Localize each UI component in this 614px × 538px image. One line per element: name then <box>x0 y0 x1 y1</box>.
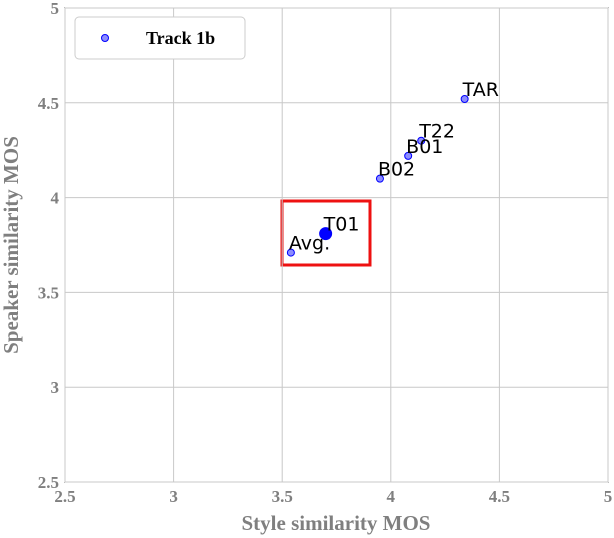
point <box>404 151 413 160</box>
x-tick-label: 2.5 <box>54 487 75 506</box>
y-tick-label: 4.5 <box>38 94 59 113</box>
x-axis-title: Style similarity MOS <box>242 511 431 535</box>
point-label: TAR <box>462 79 499 101</box>
legend-marker <box>101 34 109 42</box>
point <box>319 227 333 241</box>
y-tick-label: 3 <box>51 378 60 397</box>
y-axis-title: Speaker similarity MOS <box>0 136 23 354</box>
plot-area <box>64 7 609 483</box>
legend-box <box>74 16 246 60</box>
point-label: B01 <box>406 136 443 158</box>
legend-label: Track 1b <box>146 28 215 48</box>
y-tick-label: 2.5 <box>38 473 59 492</box>
y-tick-label: 4 <box>51 189 60 208</box>
point-label: T01 <box>323 214 360 236</box>
x-tick-label: 4 <box>387 487 396 506</box>
x-tick-label: 3 <box>169 487 178 506</box>
y-tick-label: 5 <box>51 0 60 18</box>
point <box>286 248 295 257</box>
x-tick-label: 5 <box>604 487 613 506</box>
point <box>417 136 426 145</box>
point <box>375 174 384 183</box>
y-tick-label: 3.5 <box>38 283 59 302</box>
point-label: B02 <box>378 159 415 181</box>
point-label: T22 <box>418 121 455 143</box>
x-tick-label: 3.5 <box>272 487 293 506</box>
point <box>460 95 469 104</box>
point-label: Avg. <box>289 233 330 255</box>
x-tick-label: 4.5 <box>489 487 510 506</box>
